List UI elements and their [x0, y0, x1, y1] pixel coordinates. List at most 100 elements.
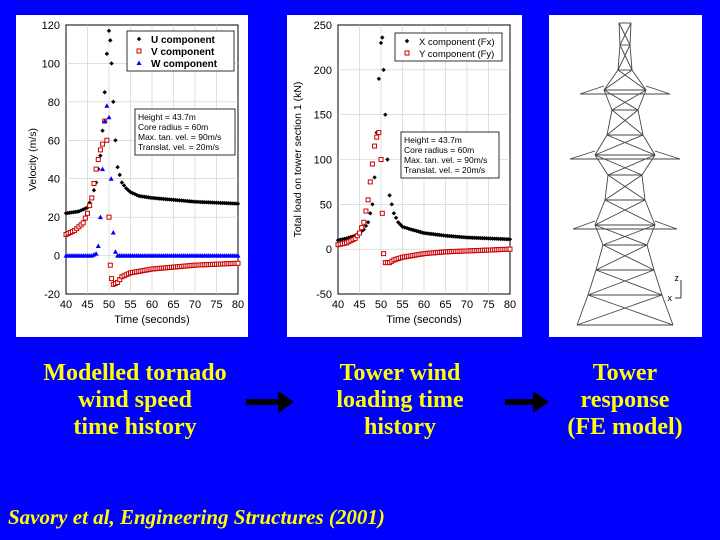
- y-tick-label: 40: [48, 174, 60, 186]
- caption-line: Tower: [592, 360, 658, 386]
- data-point: [381, 251, 387, 257]
- member: [603, 89, 613, 111]
- data-point: [95, 243, 101, 248]
- data-point: [93, 166, 99, 172]
- caption-line: Tower wind: [339, 360, 461, 386]
- y-tick-label: 120: [42, 20, 60, 32]
- member: [661, 294, 674, 326]
- member: [604, 174, 643, 201]
- member: [646, 244, 655, 271]
- legend-entry: W component: [151, 59, 218, 70]
- data-point: [507, 246, 513, 252]
- data-point: [379, 210, 385, 216]
- caption-tornado-wind-speed: Modelled tornado wind speed time history: [20, 360, 250, 441]
- data-point: [115, 164, 120, 170]
- member: [595, 269, 663, 296]
- series-1: [335, 130, 513, 266]
- member: [642, 134, 656, 156]
- x-tick-label: 45: [353, 299, 365, 311]
- data-point: [359, 225, 365, 231]
- data-point: [357, 230, 362, 236]
- data-point: [361, 219, 367, 225]
- data-point: [97, 214, 103, 220]
- data-point: [381, 67, 386, 73]
- member: [587, 269, 655, 296]
- legend-entry: X component (Fx): [419, 37, 495, 48]
- member: [607, 154, 656, 176]
- member: [654, 220, 678, 230]
- legend-box: [394, 32, 503, 62]
- data-point: [119, 180, 125, 185]
- caption-line: loading time: [336, 387, 464, 413]
- data-point: [416, 229, 421, 234]
- member: [594, 134, 644, 156]
- velocity-chart: 40 45 50 55 60 65 70 75 80 -20 0 20 40 60 80 100 120 Time…: [27, 20, 244, 326]
- data-point: [383, 112, 388, 117]
- x-tick-label: 75: [210, 299, 222, 311]
- annotation-line: Translat. vel. = 20m/s: [404, 165, 485, 175]
- member: [602, 244, 655, 271]
- member: [617, 44, 631, 71]
- data-point: [89, 195, 95, 201]
- x-tick-label: 60: [146, 299, 158, 311]
- member: [611, 89, 647, 111]
- x-tick-label: 60: [418, 299, 430, 311]
- member: [594, 224, 648, 246]
- data-point: [82, 215, 88, 221]
- data-point: [106, 214, 112, 220]
- data-point: [235, 201, 241, 206]
- member: [607, 174, 646, 201]
- load-chart: 40 45 50 55 60 65 70 75 80 -50 0 50 100 150 200 250 Time…: [292, 20, 516, 326]
- data-point: [104, 103, 110, 108]
- member: [629, 22, 632, 46]
- data-point: [385, 157, 390, 162]
- data-point: [136, 48, 142, 54]
- data-point: [393, 215, 399, 220]
- data-point: [110, 230, 116, 235]
- data-point: [109, 276, 115, 282]
- member: [629, 44, 633, 71]
- x-tick-label: 40: [332, 299, 344, 311]
- data-point: [130, 190, 135, 196]
- data-point: [376, 130, 382, 136]
- member: [644, 199, 656, 226]
- caption-line: Modelled tornado: [43, 360, 227, 386]
- annotation-line: Core radius = 60m: [404, 145, 474, 155]
- series-0: [63, 28, 241, 216]
- data-point: [117, 172, 122, 178]
- data-point: [136, 60, 142, 65]
- member: [594, 154, 609, 176]
- data-point: [83, 206, 88, 211]
- caption-line: wind speed: [77, 387, 193, 413]
- member: [579, 85, 605, 95]
- member: [619, 44, 633, 71]
- data-point: [121, 183, 127, 188]
- member: [606, 109, 613, 136]
- data-point: [102, 90, 107, 95]
- member: [604, 199, 656, 226]
- data-point: [91, 188, 97, 193]
- data-point: [113, 138, 118, 143]
- data-point: [378, 157, 384, 162]
- data-point: [389, 202, 394, 207]
- data-point: [108, 176, 114, 181]
- annotation-line: Core radius = 60m: [138, 122, 208, 132]
- x-tick-label: 45: [81, 299, 93, 311]
- legend-entry: Y component (Fy): [419, 49, 494, 60]
- annotation-box: [400, 131, 500, 179]
- right-arrow-icon: [505, 391, 549, 413]
- member: [606, 134, 656, 156]
- data-point: [372, 143, 378, 149]
- member: [594, 154, 643, 176]
- caption-line: time history: [73, 414, 197, 440]
- data-point: [111, 99, 116, 105]
- member: [641, 174, 646, 201]
- member: [587, 294, 674, 326]
- annotation-line: Max. tan. vel. = 90m/s: [404, 155, 487, 165]
- legend-box: [126, 30, 235, 72]
- y-tick-label: 0: [54, 251, 60, 263]
- x-axis-label: Time (seconds): [386, 314, 461, 326]
- caption-line: (FE model): [567, 414, 683, 440]
- member: [606, 109, 639, 136]
